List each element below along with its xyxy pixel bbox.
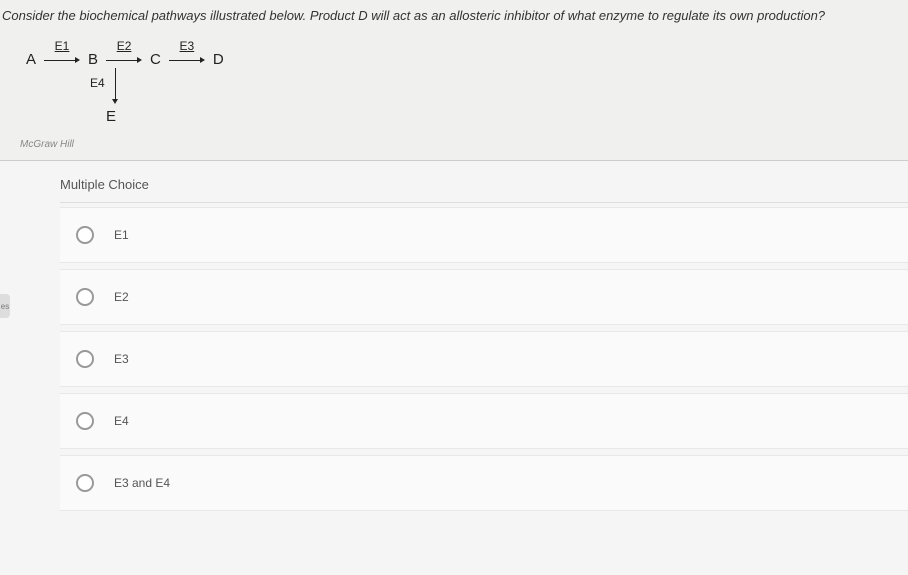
option-label: E2: [114, 290, 129, 304]
enzyme-label-e1: E1: [44, 39, 80, 53]
arrow-c-d: E3: [169, 53, 205, 67]
option-row[interactable]: E3 and E4: [60, 455, 908, 511]
node-c: C: [144, 51, 167, 68]
question-text: Consider the biochemical pathways illust…: [0, 8, 908, 35]
pathway-main-row: A E1 B E2 C E3 D: [20, 51, 908, 68]
option-row[interactable]: E4: [60, 393, 908, 449]
node-a: A: [20, 51, 42, 68]
arrow-a-b: E1: [44, 53, 80, 67]
attribution-text: McGraw Hill: [0, 133, 908, 150]
radio-icon[interactable]: [76, 412, 94, 430]
option-label: E4: [114, 414, 129, 428]
arrow-b-e: E4: [108, 68, 122, 104]
pathway-diagram: A E1 B E2 C E3 D E4 E: [0, 35, 908, 133]
radio-icon[interactable]: [76, 474, 94, 492]
option-label: E1: [114, 228, 129, 242]
side-tab[interactable]: es: [0, 294, 10, 318]
option-row[interactable]: E2: [60, 269, 908, 325]
radio-icon[interactable]: [76, 288, 94, 306]
radio-icon[interactable]: [76, 226, 94, 244]
section-heading: Multiple Choice: [60, 177, 908, 203]
enzyme-label-e4: E4: [90, 76, 105, 90]
enzyme-label-e2: E2: [106, 39, 142, 53]
question-block: Consider the biochemical pathways illust…: [0, 0, 908, 161]
option-row[interactable]: E1: [60, 207, 908, 263]
enzyme-label-e3: E3: [169, 39, 205, 53]
node-e: E: [106, 108, 908, 125]
option-label: E3 and E4: [114, 476, 170, 490]
option-label: E3: [114, 352, 129, 366]
node-b: B: [82, 51, 104, 68]
arrow-b-c: E2: [106, 53, 142, 67]
node-d: D: [207, 51, 230, 68]
option-row[interactable]: E3: [60, 331, 908, 387]
radio-icon[interactable]: [76, 350, 94, 368]
answers-section: Multiple Choice E1 E2 E3 E4 E3 and E4: [0, 161, 908, 511]
